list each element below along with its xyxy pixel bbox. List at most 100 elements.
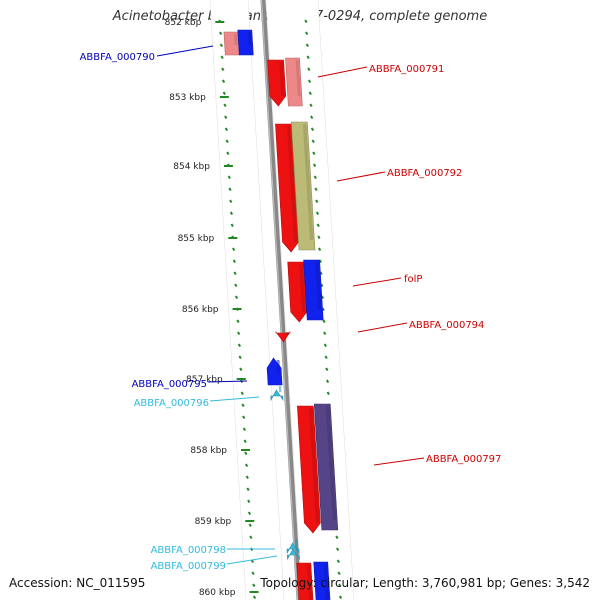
gene-feature-000791b-shade — [295, 60, 301, 96]
inner-tick-track-dot — [237, 343, 241, 348]
outer-tick-track-dot — [325, 367, 329, 372]
gene-label-2: ABBFA_000792 — [387, 168, 462, 179]
inner-tick-track-dot — [230, 223, 234, 228]
inner-tick-track-dot — [247, 499, 251, 504]
outer-tick-track-dot — [316, 223, 320, 228]
gene-feature-bottom-a-shade — [306, 565, 312, 600]
outer-tick-track-dot — [323, 331, 327, 336]
gene-label-leader-7 — [373, 457, 425, 466]
inner-tick-track-dot — [239, 367, 243, 372]
inner-tick-track-dot — [244, 463, 249, 468]
inner-tick-track-dot — [224, 127, 229, 132]
inner-tick-track-dot — [236, 319, 240, 324]
inner-tick-track-dot — [251, 571, 255, 576]
outer-tick-track-dot — [336, 559, 340, 564]
outer-tick-track-dot — [314, 187, 318, 192]
gene-label-6: ABBFA_000796 — [134, 398, 209, 409]
kbp-label-856: 856 kbp — [182, 305, 219, 315]
gene-feature-000798-shade — [294, 539, 298, 545]
gene-feature-folp-a-shade — [299, 264, 306, 312]
inner-tick-track-dot — [245, 475, 249, 480]
gene-feature-000796-shade — [278, 386, 282, 392]
gene-label-8: ABBFA_000798 — [151, 545, 226, 556]
outer-tick-track-dot — [308, 91, 312, 96]
outer-tick-track-dot — [335, 535, 339, 540]
gene-label-1: ABBFA_000791 — [369, 64, 444, 75]
gene-feature-000790b-shade — [247, 32, 252, 45]
inner-tick-track-dot — [252, 583, 256, 588]
outer-tick-track-dot — [305, 31, 309, 36]
gene-feature-000792a-shade — [286, 126, 298, 242]
gene-feature-000799-shade — [295, 545, 298, 551]
outer-tick-track-dot — [337, 571, 341, 576]
outer-tick-track-dot — [323, 343, 327, 348]
outer-tick-track-dot — [312, 163, 317, 168]
inner-tick-track-dot — [242, 427, 247, 432]
inner-tick-track-dot — [252, 595, 257, 600]
inner-tick-track-dot — [242, 415, 246, 420]
outer-tick-track-dot — [304, 19, 308, 24]
gene-label-leader-3 — [352, 277, 402, 287]
gene-label-leader-6 — [209, 396, 260, 402]
inner-tick-track-dot — [240, 391, 244, 396]
inner-tick-track-dot — [227, 175, 231, 180]
inner-tick-track-dot — [223, 103, 227, 108]
inner-tick-track-dot — [224, 115, 228, 120]
inner-tick-track-dot — [247, 511, 252, 516]
outer-tick-track-dot — [317, 235, 321, 240]
outer-tick-track-dot — [309, 103, 313, 108]
inner-tick-track-dot — [220, 55, 224, 60]
inner-tick-track-dot — [219, 43, 223, 48]
inner-tick-track-dot — [244, 451, 248, 456]
inner-tick-track-dot — [226, 151, 230, 156]
gene-label-leader-9 — [226, 555, 278, 565]
inner-tick-track-dot — [228, 187, 232, 192]
outer-tick-track-dot — [307, 67, 311, 72]
kbp-label-858: 858 kbp — [190, 446, 227, 456]
kbp-label-855: 855 kbp — [178, 234, 215, 244]
gene-label-leader-2 — [336, 171, 386, 182]
gene-feature-000791-shade — [279, 62, 285, 96]
outer-tick-track-dot — [322, 319, 326, 324]
inner-tick-track-dot — [243, 439, 247, 444]
accession-label: Accession: NC_011595 — [9, 576, 146, 590]
inner-tick-track-dot — [249, 535, 253, 540]
gene-label-0: ABBFA_000790 — [80, 52, 155, 63]
outer-tick-track-dot — [305, 43, 309, 48]
inner-tick-track-dot — [237, 331, 241, 336]
inner-tick-track-dot — [241, 403, 245, 408]
inner-tick-track-dot — [221, 79, 226, 84]
outer-tick-track-dot — [326, 391, 330, 396]
inner-tick-track-dot — [238, 355, 242, 360]
inner-tick-track-dot — [246, 487, 250, 492]
inner-tick-track-dot — [232, 259, 236, 264]
inner-tick-track-dot — [221, 67, 225, 72]
kbp-label-857: 857 kbp — [186, 375, 223, 385]
gene-feature-000792-shade — [302, 124, 314, 240]
reverse-track-band — [209, 0, 285, 600]
inner-tick-track-dot — [229, 211, 234, 216]
topology-label: Topology: circular; Length: 3,760,981 bp… — [260, 576, 590, 590]
gene-feature-000797a-shade — [308, 408, 320, 523]
outer-tick-track-dot — [312, 151, 316, 156]
gene-label-leader-1 — [317, 66, 368, 78]
gene-feature-000795-shade — [276, 360, 281, 375]
inner-tick-track-dot — [219, 31, 223, 36]
outer-tick-track-dot — [315, 199, 319, 204]
gene-feature-000799 — [286, 548, 300, 561]
outer-tick-track-dot — [324, 355, 328, 360]
gene-feature-bottom-b-shade — [323, 564, 329, 600]
inner-tick-track-dot — [248, 523, 252, 528]
gene-label-4: ABBFA_000794 — [409, 320, 484, 331]
gene-label-leader-0 — [156, 45, 214, 57]
outer-tick-track-dot — [310, 127, 315, 132]
inner-tick-track-dot — [232, 247, 236, 252]
inner-tick-track-dot — [233, 271, 237, 276]
genome-backbone-highlight — [260, 0, 299, 600]
gene-feature-000797-shade — [325, 406, 337, 520]
kbp-label-853: 853 kbp — [169, 93, 206, 103]
gene-label-5: ABBFA_000795 — [132, 379, 207, 390]
outer-tick-track-dot — [338, 595, 343, 600]
kbp-label-852: 852 kbp — [165, 18, 202, 28]
